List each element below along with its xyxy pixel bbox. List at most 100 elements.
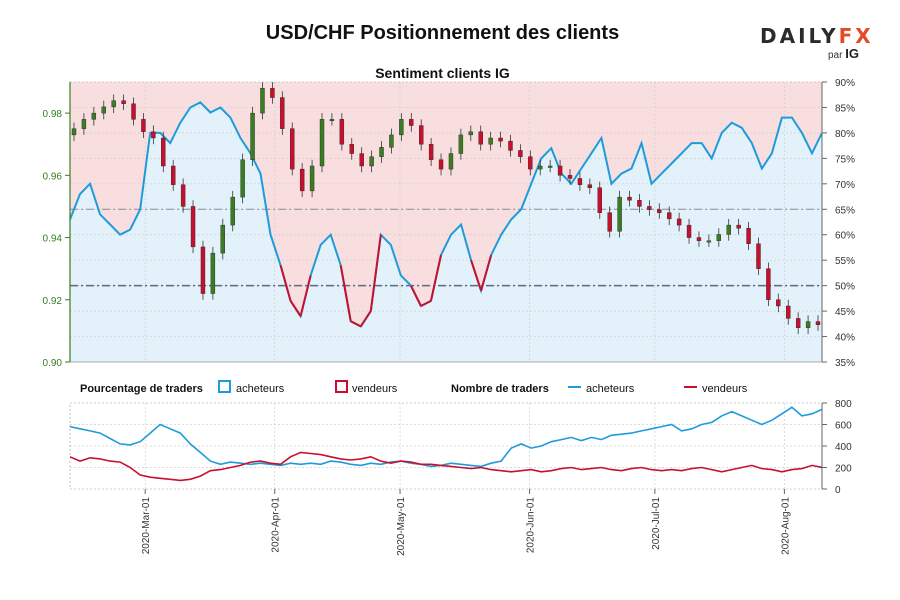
legend-pct-sellers-swatch — [335, 380, 348, 393]
candle-body — [776, 299, 781, 307]
count-tick-label: 400 — [835, 442, 852, 453]
x-tick-label: 2020-May-01 — [396, 497, 407, 556]
candle-body — [488, 137, 493, 145]
count-tick-label: 600 — [835, 421, 852, 432]
trader-count-panel: 0 200 400 600 800 2020-Mar-01 2020-Apr-01 2020-… — [69, 399, 852, 556]
candle-body — [220, 224, 226, 254]
candle-body — [319, 119, 325, 167]
percent-tick-label: 60% — [835, 231, 855, 242]
percent-tick-label: 85% — [835, 103, 855, 114]
candle-body — [329, 119, 335, 122]
series-segment-sellers-dominant — [350, 320, 362, 328]
legend-count-title: Nombre de traders — [451, 383, 549, 395]
candle-body — [151, 131, 156, 139]
series-segment-sellers-dominant — [299, 275, 312, 317]
percent-tick-label: 50% — [835, 282, 855, 293]
price-tick-label: 0.94 — [43, 234, 63, 245]
candle-body — [805, 321, 811, 328]
chart-title: USD/CHF Positionnement des clients — [265, 22, 620, 44]
dailyfx-logo: DAILYFX — [760, 24, 874, 48]
candle-body — [706, 240, 712, 243]
percent-tick-label: 35% — [835, 358, 855, 369]
candle-body — [260, 88, 265, 114]
legend-pct-sellers: vendeurs — [352, 383, 398, 395]
candle-body — [627, 196, 632, 201]
buyers-fill-area — [70, 102, 822, 363]
legend-pct-title: Pourcentage de traders — [80, 383, 203, 395]
x-tick-label: 2020-Mar-01 — [141, 497, 152, 555]
brand-ig: IG — [845, 46, 859, 61]
percent-tick-label: 70% — [835, 180, 855, 191]
candle-body — [458, 134, 464, 154]
series-segment-sellers-dominant — [339, 265, 352, 322]
candle-body — [587, 184, 593, 188]
candle-body — [637, 200, 642, 207]
candle-body — [290, 128, 295, 170]
price-tick-label: 0.98 — [43, 109, 63, 120]
candle-body — [795, 318, 801, 328]
x-tick-label: 2020-Aug-01 — [780, 497, 791, 555]
candle-body — [667, 212, 672, 220]
candle-body — [379, 147, 384, 157]
candle-body — [577, 178, 583, 185]
candle-body — [419, 125, 424, 145]
series-segment-sellers-dominant — [420, 300, 432, 307]
series-line-sellers-count — [70, 451, 822, 482]
series-segment-sellers-dominant — [359, 310, 372, 327]
candle-body — [280, 97, 285, 129]
candle-body — [557, 165, 563, 176]
candle-body — [428, 144, 434, 160]
candle-body — [240, 159, 245, 198]
candle-body — [617, 196, 622, 232]
series-segment-sellers-dominant — [470, 259, 483, 292]
candle-body — [399, 119, 404, 136]
percent-tick-label: 80% — [835, 129, 855, 140]
candle-body — [369, 156, 374, 167]
candle-body — [736, 224, 741, 229]
count-tick-label: 800 — [835, 399, 852, 410]
series-segment-sellers-dominant — [289, 300, 302, 317]
count-tick-label: 200 — [835, 464, 852, 475]
candle-body — [200, 246, 206, 294]
candle-body — [121, 100, 126, 104]
candle-body — [696, 237, 702, 241]
series-segment-sellers-dominant — [279, 265, 292, 302]
candle-body — [409, 119, 414, 126]
percent-tick-label: 65% — [835, 205, 855, 216]
candle-body — [597, 187, 602, 213]
candle-body — [438, 159, 444, 170]
candle-body — [349, 144, 354, 154]
candle-body — [111, 100, 116, 108]
series-segment-sellers-dominant — [480, 254, 493, 291]
price-sentiment-panel: 35% 40% 45% 50% 55% 60% 65% 70% 75% 80% 85% 90% 0.90… — [43, 78, 856, 369]
candle-body — [170, 165, 176, 185]
candle-body — [478, 131, 483, 145]
percent-tick-label: 45% — [835, 307, 855, 318]
candle-body — [607, 212, 612, 232]
legend-pct-buyers: acheteurs — [236, 383, 285, 395]
candle-body — [716, 234, 721, 241]
candle-body — [230, 196, 235, 226]
candle-body — [309, 165, 315, 192]
price-tick-label: 0.90 — [43, 358, 63, 369]
candle-body — [250, 112, 255, 160]
legend-count-buyers: acheteurs — [586, 383, 635, 395]
x-tick-label: 2020-Jun-01 — [526, 497, 537, 554]
percent-tick-label: 90% — [835, 78, 855, 89]
candle-body — [468, 131, 473, 136]
series-segment-sellers-dominant — [369, 234, 382, 312]
x-tick-label: 2020-Apr-01 — [271, 497, 282, 553]
candle-body — [81, 119, 87, 129]
brand-by: par — [828, 50, 843, 61]
candle-body — [71, 128, 77, 136]
candle-body — [647, 206, 652, 210]
candle-body — [528, 156, 533, 170]
candle-body — [746, 228, 751, 244]
candle-body — [498, 137, 503, 142]
brand-accent: FX — [838, 24, 874, 48]
candle-body — [141, 119, 146, 132]
percent-tick-label: 40% — [835, 333, 855, 344]
candle-body — [686, 224, 692, 238]
series-line-buyers-count — [70, 406, 822, 468]
